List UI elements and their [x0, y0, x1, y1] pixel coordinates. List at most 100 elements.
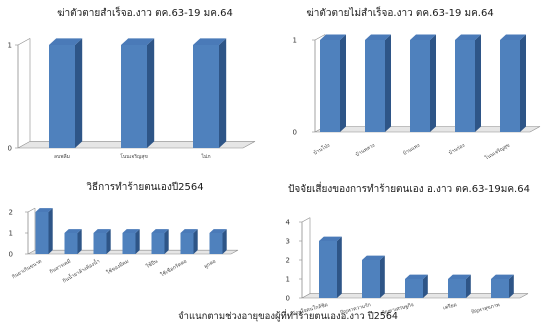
bar-top-face: [500, 34, 526, 40]
chart-3-bar: [151, 229, 169, 254]
chart-1: ฆ่าตัวตายสำเร็จอ.งาว ตค.63-19 มค.64 0 1 ลบพ…: [8, 5, 256, 160]
chart-4-bar: [405, 274, 428, 298]
bar-top-face: [491, 274, 514, 279]
chart-1-bar: [121, 38, 155, 148]
chart-1-category-label: ลบพลีม: [54, 153, 70, 160]
bar-front-face: [448, 279, 466, 298]
bar-front-face: [49, 45, 75, 148]
chart-2-wall-edge: [314, 34, 326, 41]
bar-top-face: [455, 34, 481, 40]
bar-side-face: [430, 34, 436, 132]
bar-front-face: [319, 241, 337, 298]
chart-1-title: ฆ่าตัวตายสำเร็จอ.งาว ตค.63-19 มค.64: [57, 5, 233, 19]
chart-3-bar: [93, 229, 111, 254]
chart-1-wall-edge: [17, 38, 31, 46]
bar-front-face: [193, 45, 219, 148]
bar-front-face: [455, 40, 475, 132]
bar-top-face: [410, 34, 436, 40]
bar-side-face: [340, 34, 346, 132]
chart-2-category-label: โนนเจริญสุข: [484, 142, 511, 162]
footer-caption: จำแนกตามช่วงอายุของผู้ที่ทำร้ายตนเองอ.งา…: [178, 309, 398, 322]
chart-2-category-label: บ้านหลวง: [354, 141, 376, 158]
bar-front-face: [35, 212, 49, 254]
bar-top-face: [180, 229, 198, 233]
bar-top-face: [209, 229, 227, 233]
bar-front-face: [209, 233, 223, 254]
bar-side-face: [164, 229, 169, 254]
bar-side-face: [423, 274, 428, 298]
chart-2-title: ฆ่าตัวตายไม่สำเร็จอ.งาว ตค.63-19 มค.64: [306, 5, 493, 19]
bar-front-face: [121, 45, 147, 148]
chart-4-ytick: 3: [286, 238, 290, 246]
chart-1-category-label: ไม่ภ: [200, 153, 210, 160]
bar-side-face: [509, 274, 514, 298]
bar-front-face: [151, 233, 165, 254]
bar-top-face: [365, 34, 391, 40]
chart-1-ytick: 1: [8, 42, 12, 50]
chart-4-wall-edge: [301, 217, 311, 223]
chart-2-bar: [365, 34, 391, 132]
bar-front-face: [410, 40, 430, 132]
bar-front-face: [180, 233, 194, 254]
bar-top-face: [93, 229, 111, 233]
bar-top-face: [319, 236, 342, 241]
chart-1-category-label: โนนเจริญสุข: [120, 153, 148, 160]
bar-front-face: [491, 279, 509, 298]
chart-2-bar: [410, 34, 436, 132]
bar-top-face: [151, 229, 169, 233]
chart-2: ฆ่าตัวตายไม่สำเร็จอ.งาว ตค.63-19 มค.64 0 1…: [293, 5, 541, 162]
bar-front-face: [320, 40, 340, 132]
chart-4-ytick: 1: [286, 276, 290, 284]
chart-3-wall-edge: [27, 207, 36, 213]
bar-top-face: [320, 34, 346, 40]
chart-2-category-label: บ้านโป่ง: [312, 141, 331, 156]
chart-3-bar: [209, 229, 227, 254]
bar-side-face: [475, 34, 481, 132]
chart-1-ytick: 0: [8, 145, 12, 153]
chart-4-bar: [362, 255, 385, 298]
chart-2-category-label: บ้านแหง: [402, 141, 422, 157]
bar-front-face: [365, 40, 385, 132]
bar-front-face: [93, 233, 107, 254]
chart-2-ytick: 1: [293, 37, 297, 45]
chart-2-ytick: 0: [293, 129, 297, 137]
bar-side-face: [77, 229, 82, 254]
bar-side-face: [219, 38, 227, 148]
chart-4-ytick: 0: [286, 295, 290, 303]
chart-3-category-label: ใช้ของมีคม: [105, 258, 130, 276]
bar-top-face: [122, 229, 140, 233]
bar-side-face: [48, 208, 53, 254]
bar-top-face: [193, 38, 227, 45]
bar-top-face: [405, 274, 428, 279]
chart-4-bar: [448, 274, 471, 298]
bar-top-face: [49, 38, 83, 45]
chart-3-ytick: 1: [9, 230, 13, 238]
chart-4-bar: [319, 236, 342, 298]
chart-1-bar: [49, 38, 83, 148]
chart-3-category-label: ใช้เชือกรัดคอ: [159, 258, 188, 279]
chart-3-category-label: ผูกคอ: [203, 259, 217, 270]
bar-side-face: [147, 38, 155, 148]
bar-top-face: [448, 274, 471, 279]
bar-front-face: [405, 279, 423, 298]
bar-side-face: [520, 34, 526, 132]
chart-4-ytick: 2: [286, 257, 290, 265]
chart-4-category-label: ปัญหาสุขภาพ: [471, 302, 501, 315]
bar-top-face: [35, 208, 53, 212]
bar-side-face: [385, 34, 391, 132]
chart-1-bar: [193, 38, 227, 148]
bar-side-face: [380, 255, 385, 298]
bar-side-face: [193, 229, 198, 254]
chart-3-category-label: กินยาเกินขนาด: [11, 258, 43, 281]
bar-front-face: [362, 260, 380, 298]
chart-3-bar: [64, 229, 82, 254]
bar-front-face: [500, 40, 520, 132]
chart-2-bar: [320, 34, 346, 132]
bar-side-face: [135, 229, 140, 254]
chart-3-bar: [122, 229, 140, 254]
bar-side-face: [75, 38, 83, 148]
bar-top-face: [64, 229, 82, 233]
chart-4-bar: [491, 274, 514, 298]
chart-2-bar: [500, 34, 526, 132]
